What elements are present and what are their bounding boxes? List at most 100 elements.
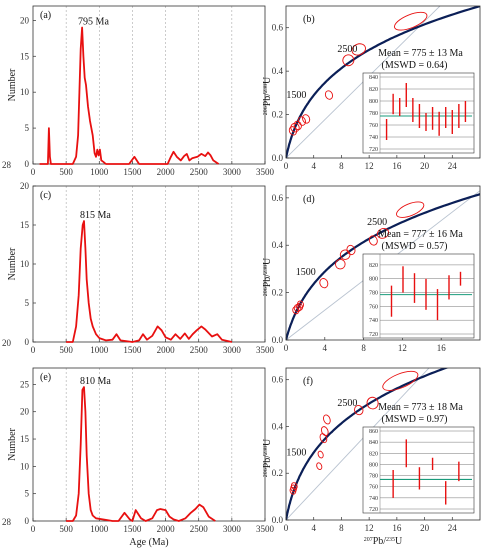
x-tick-label: 1500 — [123, 345, 142, 355]
panel-label: (b) — [303, 14, 315, 25]
analysis-ellipse — [290, 482, 298, 490]
x-tick-label: 3000 — [223, 524, 242, 534]
probability-curve — [66, 386, 216, 522]
y-tick-label: 20 — [20, 15, 30, 25]
y-axis-label: Number — [7, 68, 18, 101]
x-tick-label: 16 — [392, 161, 402, 171]
reference-line — [286, 6, 441, 158]
histogram-panel: 0 500 1000 1500 2000 2500 3000 3500 0 5 10 15 20 25 Nu… — [2, 367, 275, 548]
x-tick-label: 1500 — [123, 167, 142, 177]
mean-age-text: Mean = 773 ± 18 Ma — [378, 402, 463, 413]
plot-frame — [32, 5, 266, 165]
y-tick-label: 25 — [20, 379, 30, 389]
y-tick-label: 15 — [20, 220, 30, 230]
analysis-ellipse — [288, 126, 297, 136]
x-tick-label: 8 — [361, 343, 366, 353]
x-tick-label: 2500 — [190, 345, 209, 355]
x-tick-label: 4 — [323, 343, 328, 353]
x-tick-label: 3500 — [256, 345, 275, 355]
inset-y-tick-label: 760 — [369, 485, 378, 491]
x-axis-label: Age (Ma) — [129, 537, 168, 548]
y-tick-label: 10 — [20, 461, 30, 471]
x-tick-label: 2000 — [157, 345, 176, 355]
inset-y-tick-label: 800 — [369, 462, 378, 468]
y-tick-label: 0.6 — [272, 193, 284, 203]
analysis-ellipse — [335, 258, 346, 270]
analysis-ellipse — [382, 370, 419, 391]
y-tick-label: 5 — [25, 123, 30, 133]
concordia-panel: 1500 2500 0 4 8 12 16 20 24 0.0 0.2 0.4 0.6 206Pb/238… — [262, 5, 481, 171]
probability-curve — [66, 220, 233, 343]
plot-frame — [32, 185, 266, 343]
inset-y-tick-label: 740 — [369, 318, 378, 324]
y-tick-label: 20 — [20, 407, 30, 417]
y-tick-label: 0.6 — [272, 375, 284, 385]
inset-y-tick-label: 780 — [369, 474, 378, 480]
concordia-age-label: 1500 — [286, 90, 306, 101]
x-tick-label: 16 — [392, 523, 402, 533]
inset-frame — [362, 426, 475, 514]
y-tick-label: 0.4 — [272, 66, 284, 76]
inset-y-tick-label: 820 — [369, 87, 378, 93]
inset-y-tick-label: 740 — [369, 496, 378, 502]
weighted-mean-inset: 720 740 760 780 800 820 840 860 — [362, 426, 475, 514]
x-tick-label: 2500 — [190, 167, 209, 177]
x-tick-label: 24 — [448, 161, 458, 171]
x-tick-label: 3000 — [223, 345, 242, 355]
plot-frame — [285, 5, 481, 159]
analysis-ellipse — [351, 43, 366, 56]
y-tick-label: 0 — [25, 159, 30, 169]
concordia-curve — [286, 6, 480, 158]
plot-frame — [285, 367, 481, 521]
probability-curve — [39, 26, 220, 165]
x-tick-label: 0 — [31, 524, 36, 534]
concordia-age-label: 2500 — [337, 398, 357, 409]
analysis-ellipse — [290, 122, 300, 133]
x-tick-label: 2500 — [190, 524, 209, 534]
analysis-ellipse — [396, 201, 425, 218]
peak-age-label: 815 Ma — [80, 210, 111, 221]
mswd-text: (MSWD = 0.57) — [382, 241, 448, 252]
analysis-ellipse — [297, 300, 305, 309]
inset-y-tick-label: 840 — [369, 440, 378, 446]
inset-y-tick-label: 800 — [369, 99, 378, 105]
inset-y-tick-label: 840 — [369, 75, 378, 81]
x-tick-label: 4 — [311, 161, 316, 171]
y-tick-label: 0.2 — [272, 468, 283, 478]
y-tick-label: 0.4 — [272, 421, 284, 431]
x-tick-label: 16 — [437, 343, 447, 353]
y-axis-label: Number — [7, 247, 18, 280]
y-tick-label: 0.6 — [272, 23, 284, 33]
y-tick-label: 0.2 — [272, 288, 283, 298]
x-tick-label: 2000 — [157, 167, 176, 177]
weighted-mean-inset: 720 740 760 780 800 820 840 — [362, 72, 475, 154]
x-tick-label: 20 — [420, 523, 430, 533]
y-axis-label: 206Pb/238U — [262, 76, 273, 115]
x-tick-label: 20 — [420, 161, 430, 171]
inset-y-tick-label: 720 — [369, 332, 378, 338]
x-tick-label: 0 — [284, 343, 289, 353]
x-tick-label: 12 — [365, 523, 374, 533]
panel-label: (f) — [303, 376, 313, 387]
y-axis-label: 206Pb/238U — [262, 438, 273, 477]
analysis-ellipse — [296, 302, 304, 311]
plot-frame — [32, 367, 266, 522]
analysis-ellipse — [316, 462, 323, 471]
plot-frame — [285, 185, 481, 341]
x-tick-label: 8 — [339, 523, 344, 533]
analysis-ellipse — [320, 426, 329, 437]
y-axis-label: Number — [7, 427, 18, 460]
histogram-panel: 0 500 1000 1500 2000 2500 3000 3500 0 5 10 15 20 Numb… — [2, 181, 275, 355]
x-tick-label: 500 — [59, 167, 73, 177]
analysis-ellipse — [319, 278, 329, 289]
plot-area — [286, 6, 480, 158]
x-tick-label: 2000 — [157, 524, 176, 534]
analysis-ellipse — [342, 54, 355, 67]
x-tick-label: 3500 — [256, 524, 275, 534]
weighted-mean-inset: 720 740 760 780 800 820 — [362, 253, 475, 339]
analysis-ellipse — [324, 90, 334, 100]
x-tick-label: 500 — [59, 345, 73, 355]
analysis-ellipse — [346, 244, 356, 256]
analysis-ellipse — [376, 228, 390, 239]
